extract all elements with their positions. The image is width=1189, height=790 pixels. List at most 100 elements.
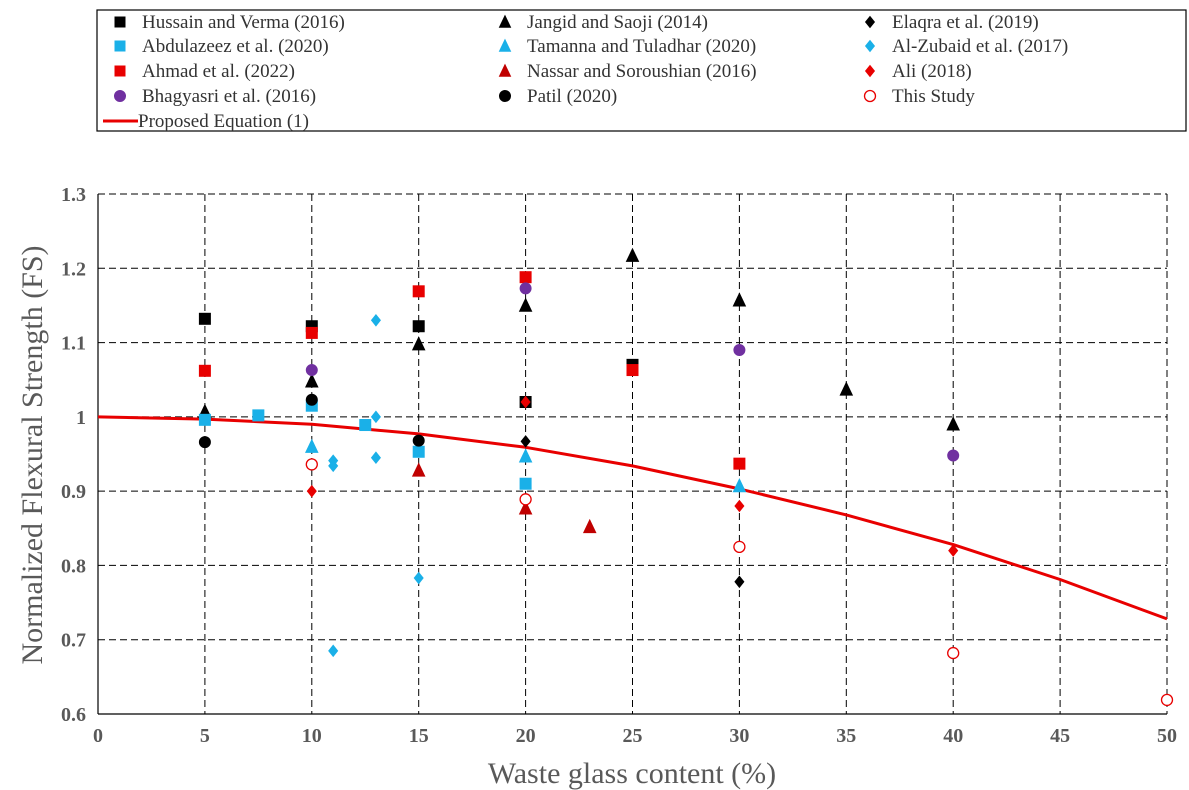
data-point-jangid-and-saoji-2014 [946,416,960,431]
x-tick-label: 50 [1157,725,1177,747]
data-point-elaqra-et-al-2019 [734,575,745,589]
legend-marker-patil-2020 [499,90,511,102]
legend-marker-elaqra-et-al-2019 [864,15,876,29]
x-tick-label: 5 [200,725,210,747]
data-point-ahmad-et-al-2022 [305,326,318,339]
data-point-tamanna-and-tuladhar-2020 [732,478,747,493]
y-tick-label: 1.2 [61,258,86,280]
legend-label-hussain-and-verma-2016: Hussain and Verma (2016) [142,12,345,33]
legend-marker-ahmad-et-al-2022 [114,65,126,77]
legend-label-elaqra-et-al-2019: Elaqra et al. (2019) [892,12,1039,33]
y-tick-label: 1.1 [61,333,86,355]
legend-marker-abdulazeez-et-al-2020 [114,40,126,52]
data-point-patil-2020 [305,393,318,406]
data-point-hussain-and-verma-2016 [198,312,211,325]
data-point-ahmad-et-al-2022 [626,364,639,377]
data-point-patil-2020 [412,434,425,447]
data-point-elaqra-et-al-2019 [520,435,531,448]
legend-label-bhagyasri-et-al-2016: Bhagyasri et al. (2016) [142,86,316,107]
data-point-ali-2018 [520,395,531,409]
data-point-ali-2018 [948,544,959,557]
x-tick-label: 30 [729,725,749,747]
legend-label-abdulazeez-et-al-2020: Abdulazeez et al. (2020) [142,36,329,57]
legend-marker-hussain-and-verma-2016 [114,16,126,28]
points-group [198,247,1174,707]
proposed-equation-curve [97,415,1168,621]
x-tick-label: 40 [943,725,963,747]
data-point-ali-2018 [734,499,745,513]
data-point-abdulazeez-et-al-2020 [412,445,425,458]
legend-marker-nassar-and-soroushian-2016 [498,63,512,77]
data-point-abdulazeez-et-al-2020 [198,413,211,426]
legend-marker-this-study [863,89,877,103]
legend-label-ali-2018: Ali (2018) [892,61,972,82]
x-tick-label: 35 [836,725,856,747]
y-tick-label: 0.7 [61,630,86,652]
data-point-jangid-and-saoji-2014 [625,247,640,262]
data-point-this-study [733,540,746,554]
x-axis-title: Waste glass content (%) [488,757,776,790]
data-point-abdulazeez-et-al-2020 [252,409,265,422]
data-point-al-zubaid-et-al-2017 [413,571,424,585]
data-point-ahmad-et-al-2022 [198,364,211,377]
data-point-hussain-and-verma-2016 [412,320,425,333]
data-point-ahmad-et-al-2022 [519,271,532,284]
legend-marker-ali-2018 [864,64,876,78]
data-point-jangid-and-saoji-2014 [518,297,533,312]
legend-label-nassar-and-soroushian-2016: Nassar and Soroushian (2016) [527,61,757,82]
x-tick-label: 20 [516,725,536,747]
legend-label-this-study: This Study [892,86,975,107]
legend-label-al-zubaid-et-al-2017: Al-Zubaid et al. (2017) [892,36,1068,57]
legend-label-patil-2020: Patil (2020) [527,86,617,107]
y-tick-label: 1 [76,407,86,429]
data-point-patil-2020 [198,436,211,449]
data-point-jangid-and-saoji-2014 [305,373,319,388]
data-point-this-study [947,646,960,660]
data-point-bhagyasri-et-al-2016 [305,364,318,377]
legend-marker-bhagyasri-et-al-2016 [114,90,126,102]
legend-box [96,9,1187,132]
y-tick-label: 1.3 [61,184,86,206]
data-point-ahmad-et-al-2022 [733,457,746,470]
data-point-jangid-and-saoji-2014 [839,381,854,396]
x-tick-label: 15 [409,725,429,747]
data-point-abdulazeez-et-al-2020 [359,419,372,432]
legend-marker-tamanna-and-tuladhar-2020 [498,38,512,52]
data-point-abdulazeez-et-al-2020 [519,477,532,490]
legend: Hussain and Verma (2016) Jangid and Saoji… [96,9,1187,132]
data-point-bhagyasri-et-al-2016 [733,344,746,356]
grid-lines [98,193,1168,714]
axes [97,194,1167,715]
data-point-al-zubaid-et-al-2017 [328,644,339,658]
x-tick-label: 25 [623,725,643,747]
data-point-nassar-and-soroushian-2016 [411,462,426,477]
data-point-bhagyasri-et-al-2016 [947,449,960,462]
data-point-this-study [1160,693,1174,707]
legend-label-ahmad-et-al-2022: Ahmad et al. (2022) [142,61,295,82]
legend-label-tamanna-and-tuladhar-2020: Tamanna and Tuladhar (2020) [527,36,756,57]
tick-labels: 0 5 10 15 20 25 30 35 40 45 50 0.6 0.7 0.8 0.9 1 1.1 1.2 1… [61,184,1177,747]
legend-label-proposed-equation: Proposed Equation (1) [138,111,309,132]
data-point-nassar-and-soroushian-2016 [518,500,533,515]
x-tick-label: 0 [93,725,103,747]
data-point-tamanna-and-tuladhar-2020 [305,438,319,453]
legend-marker-al-zubaid-et-al-2017 [864,39,876,53]
data-point-ahmad-et-al-2022 [412,285,425,298]
data-point-this-study [519,493,532,506]
data-point-this-study [305,458,318,471]
data-point-jangid-and-saoji-2014 [732,292,747,307]
y-tick-label: 0.8 [61,555,86,577]
data-point-bhagyasri-et-al-2016 [519,282,532,295]
x-tick-label: 10 [302,725,322,747]
data-point-nassar-and-soroushian-2016 [582,518,597,534]
data-point-al-zubaid-et-al-2017 [370,451,381,465]
data-point-al-zubaid-et-al-2017 [328,459,339,473]
data-point-jangid-and-saoji-2014 [411,336,426,351]
legend-label-jangid-and-saoji-2014: Jangid and Saoji (2014) [527,12,708,33]
data-point-ali-2018 [306,484,317,498]
y-tick-label: 0.6 [61,704,86,726]
data-point-al-zubaid-et-al-2017 [370,313,381,327]
legend-marker-jangid-and-saoji-2014 [498,14,512,28]
y-axis-title: Normalized Flexural Strength (FS) [16,245,49,664]
